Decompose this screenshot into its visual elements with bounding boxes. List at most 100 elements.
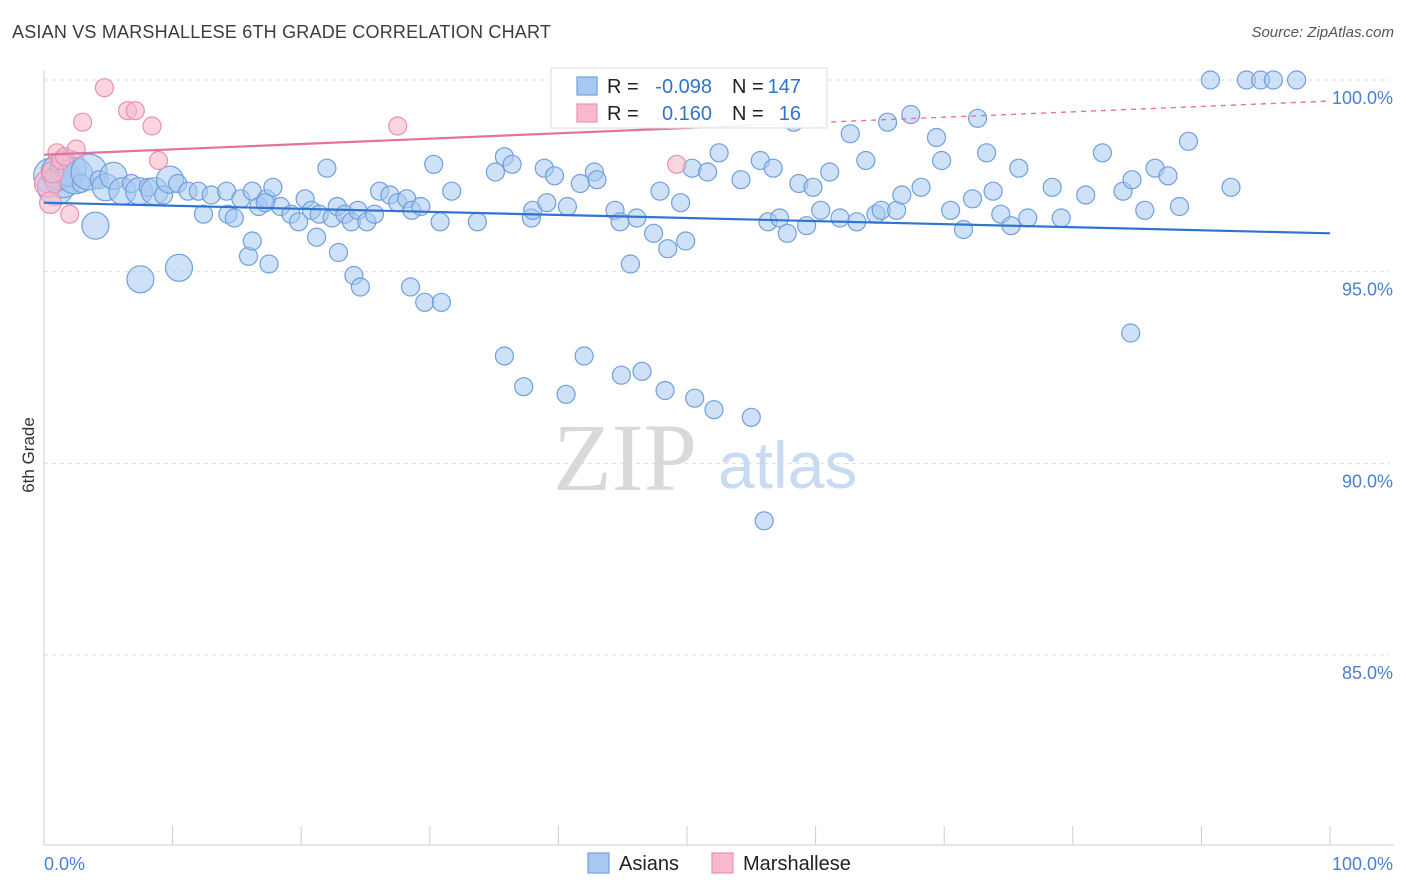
asian-point bbox=[242, 231, 262, 251]
asian-point bbox=[1076, 185, 1096, 205]
asian-point bbox=[1092, 143, 1113, 163]
asian-point bbox=[431, 292, 451, 312]
marshallese-point bbox=[388, 116, 408, 136]
asian-point bbox=[328, 242, 349, 263]
asian-point bbox=[126, 265, 155, 294]
asian-point bbox=[1221, 177, 1241, 197]
points-layer bbox=[33, 70, 1307, 531]
x-tick-label: 0.0% bbox=[44, 854, 85, 874]
asian-point bbox=[967, 108, 988, 128]
asian-point bbox=[1042, 177, 1062, 197]
asian-n-value: 147 bbox=[768, 76, 801, 98]
marshallese-point bbox=[142, 116, 162, 136]
asian-point bbox=[820, 162, 840, 182]
asian-point bbox=[856, 150, 876, 171]
asian-point bbox=[741, 407, 761, 427]
marshallese-point bbox=[94, 78, 115, 98]
asian-point bbox=[1121, 323, 1141, 343]
asian-point bbox=[632, 361, 652, 381]
asian-point bbox=[976, 143, 997, 163]
asian-n-label: N = bbox=[732, 76, 764, 98]
asian-point bbox=[731, 170, 751, 190]
marshallese-point bbox=[667, 154, 687, 174]
asian-point bbox=[611, 365, 632, 385]
y-tick-label: 90.0% bbox=[1342, 471, 1393, 491]
asian-point bbox=[1263, 70, 1284, 90]
asian-point bbox=[81, 211, 110, 240]
marshallese-point bbox=[60, 204, 80, 224]
bottom-legend: Asians Marshallese bbox=[587, 852, 851, 875]
marshallese-r-value: 0.160 bbox=[662, 103, 712, 125]
asian-point bbox=[940, 200, 961, 220]
asian-point bbox=[574, 346, 594, 366]
asian-point bbox=[307, 227, 327, 247]
asian-point bbox=[830, 208, 850, 228]
asian-point bbox=[1158, 166, 1178, 186]
asian-point bbox=[514, 377, 534, 397]
asian-point bbox=[424, 154, 444, 174]
asian-point bbox=[1169, 196, 1190, 217]
asian-point bbox=[317, 158, 337, 178]
asian-point bbox=[704, 400, 724, 420]
watermark-zip: ZIP bbox=[553, 404, 697, 511]
asian-point bbox=[892, 185, 912, 205]
marshallese-r-label: R = bbox=[607, 103, 639, 125]
asian-point bbox=[754, 511, 774, 531]
asian-point bbox=[364, 204, 385, 224]
marshallese-n-value: 16 bbox=[779, 103, 801, 125]
asian-point bbox=[556, 384, 576, 404]
asian-point bbox=[415, 292, 435, 312]
asian-point bbox=[587, 170, 607, 190]
asian-point bbox=[650, 181, 670, 201]
grid-layer bbox=[44, 79, 1390, 656]
asian-point bbox=[164, 253, 194, 282]
asian-point bbox=[1122, 170, 1142, 190]
asian-point bbox=[442, 181, 462, 201]
y-tick-label: 95.0% bbox=[1342, 280, 1393, 300]
marshallese-trend-line bbox=[43, 124, 752, 156]
marshallese-point bbox=[125, 101, 145, 121]
asian-point bbox=[803, 177, 823, 197]
asian-point bbox=[1286, 70, 1307, 90]
asian-point bbox=[620, 254, 641, 274]
asian-point bbox=[467, 212, 487, 232]
asian-point bbox=[1178, 131, 1199, 151]
marshallese-point bbox=[66, 139, 86, 159]
chart-title: ASIAN VS MARSHALLESE 6TH GRADE CORRELATI… bbox=[12, 22, 552, 42]
asian-point bbox=[763, 158, 783, 178]
watermark-atlas: atlas bbox=[718, 428, 857, 502]
asian-legend-swatch bbox=[576, 76, 598, 96]
marshallese-legend-swatch-bottom bbox=[711, 852, 734, 874]
y-axis-title: 6th Grade bbox=[19, 417, 38, 493]
asian-point bbox=[643, 223, 664, 243]
asian-point bbox=[655, 380, 675, 401]
asian-point bbox=[777, 223, 797, 243]
y-tick-label: 100.0% bbox=[1332, 88, 1393, 108]
trend-layer bbox=[43, 100, 1331, 235]
asian-trend-line bbox=[43, 201, 1331, 235]
asian-point bbox=[400, 277, 421, 297]
asian-point bbox=[1135, 200, 1155, 220]
asians-legend-swatch bbox=[587, 852, 610, 874]
asian-point bbox=[811, 200, 831, 220]
asian-point bbox=[670, 193, 691, 213]
asians-legend-label: Asians bbox=[619, 853, 679, 875]
asian-point bbox=[931, 150, 952, 171]
asian-point bbox=[901, 104, 921, 125]
asian-point bbox=[658, 239, 678, 259]
asian-point bbox=[350, 277, 370, 297]
asian-r-label: R = bbox=[607, 76, 639, 98]
asian-point bbox=[709, 143, 729, 163]
asian-point bbox=[537, 193, 557, 213]
asian-point bbox=[263, 177, 283, 197]
asian-point bbox=[697, 162, 718, 182]
asian-point bbox=[983, 181, 1003, 201]
asian-r-value: -0.098 bbox=[655, 76, 712, 98]
asian-point bbox=[1200, 70, 1221, 90]
stats-legend: R = -0.098 N = 147 R = 0.160 N = 16 bbox=[550, 67, 828, 129]
source-credit: Source: ZipAtlas.com bbox=[1251, 24, 1394, 41]
asian-point bbox=[544, 166, 565, 186]
marshallese-n-label: N = bbox=[732, 103, 764, 125]
marshallese-trend-extension bbox=[751, 100, 1331, 126]
